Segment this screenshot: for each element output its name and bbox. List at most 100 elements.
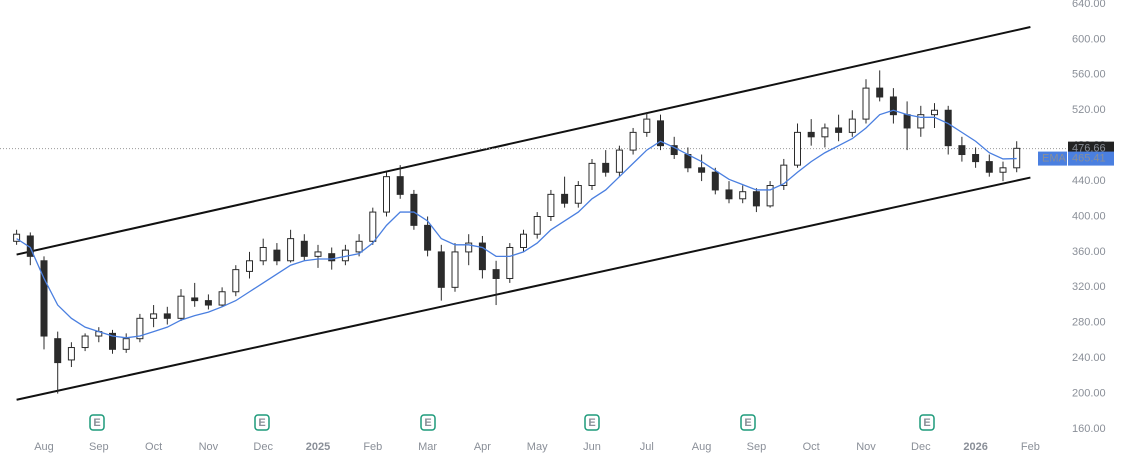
candle-body	[54, 338, 62, 364]
x-tick-label: Aug	[692, 441, 712, 453]
y-tick-label: 520.00	[1072, 104, 1106, 116]
candle-body	[917, 114, 925, 129]
candle-body	[492, 269, 500, 279]
earnings-badge	[420, 414, 436, 431]
x-tick-label: Sep	[747, 441, 767, 453]
candle-body	[163, 313, 171, 319]
earnings-label: E	[923, 417, 930, 429]
candle-body	[300, 240, 308, 257]
ema-line	[16, 109, 1017, 339]
earnings-label: E	[258, 417, 265, 429]
candle-body	[752, 191, 760, 207]
earnings-badge	[740, 414, 756, 431]
y-tick-label: 640.00	[1072, 0, 1106, 10]
candle-body	[643, 118, 651, 133]
candle-body	[191, 297, 199, 302]
candle-body	[177, 295, 185, 319]
candle-body	[122, 338, 130, 350]
earnings-badge	[89, 414, 105, 431]
candle-body	[574, 185, 582, 204]
candle-body	[944, 109, 952, 147]
candle-body	[889, 96, 897, 116]
y-tick-label: 600.00	[1072, 33, 1106, 45]
y-tick-label: 160.00	[1072, 423, 1106, 435]
x-tick-label: Feb	[1021, 441, 1040, 453]
y-tick-label: 360.00	[1072, 246, 1106, 258]
candle-body	[698, 167, 706, 173]
y-tick-label: 280.00	[1072, 317, 1106, 329]
candle-body	[369, 211, 377, 242]
candle-body	[903, 114, 911, 129]
channel-lower	[16, 176, 1031, 401]
y-tick-label: 320.00	[1072, 281, 1106, 293]
candle-body	[218, 291, 226, 306]
candle-body	[862, 87, 870, 120]
candle-body	[355, 240, 363, 253]
candle-body	[424, 224, 432, 251]
candle-body	[520, 233, 527, 248]
candle-body	[246, 260, 253, 272]
candle-body	[588, 162, 596, 187]
candle-body	[821, 127, 829, 138]
candle-body	[287, 238, 295, 262]
x-tick-label: Apr	[474, 441, 491, 453]
y-tick-label: 240.00	[1072, 352, 1106, 364]
y-tick-label: 440.00	[1072, 175, 1106, 187]
x-tick-label: Dec	[253, 441, 273, 453]
ema-name: EMA	[1042, 152, 1067, 164]
x-tick-label: Oct	[803, 441, 820, 453]
ema-last-label: 465.41	[1072, 152, 1106, 164]
candle-body	[328, 253, 336, 262]
x-tick-label: Nov	[856, 441, 876, 453]
candle-body	[273, 249, 281, 262]
candle-body	[314, 251, 322, 257]
x-tick-label: Nov	[199, 441, 219, 453]
earnings-label: E	[588, 417, 595, 429]
candle-body	[150, 313, 158, 319]
earnings-label: E	[424, 417, 431, 429]
candle-body	[602, 162, 610, 173]
candle-body	[506, 246, 514, 279]
candle-body	[67, 347, 75, 361]
candle-body	[985, 161, 993, 173]
candle-body	[670, 145, 678, 156]
candle-body	[725, 189, 733, 200]
channel-upper	[16, 26, 1031, 256]
candle-body	[13, 233, 21, 242]
candle-body	[437, 251, 445, 288]
x-tick-label: 2026	[963, 441, 987, 453]
y-tick-label: 200.00	[1072, 387, 1106, 399]
earnings-badge	[584, 414, 600, 431]
candle-body	[109, 332, 116, 350]
x-tick-label: 2025	[306, 441, 330, 453]
x-tick-label: Jun	[583, 441, 601, 453]
candle-body	[958, 145, 966, 156]
candle-body	[766, 185, 774, 207]
candle-body	[478, 242, 486, 271]
x-tick-label: Jul	[640, 441, 654, 453]
ema-last-badge	[1068, 151, 1114, 166]
candle-body	[547, 193, 555, 217]
earnings-label: E	[744, 417, 751, 429]
candle-body	[81, 335, 89, 349]
candle-body	[259, 246, 267, 262]
candle-body	[807, 131, 815, 138]
x-tick-label: Sep	[89, 441, 109, 453]
candle-body	[533, 216, 541, 235]
candle-body	[972, 154, 980, 163]
candle-body	[465, 242, 473, 253]
candle-body	[876, 87, 884, 98]
candle-body	[40, 260, 48, 337]
x-tick-label: Aug	[34, 441, 54, 453]
candle-body	[615, 149, 623, 173]
candle-body	[780, 164, 788, 187]
candle-body	[794, 131, 801, 166]
candle-body	[396, 176, 404, 195]
earnings-badge	[254, 414, 270, 431]
x-tick-label: Mar	[418, 441, 437, 453]
candle-body	[561, 193, 569, 204]
candle-body	[835, 127, 843, 133]
candle-body	[629, 131, 637, 151]
